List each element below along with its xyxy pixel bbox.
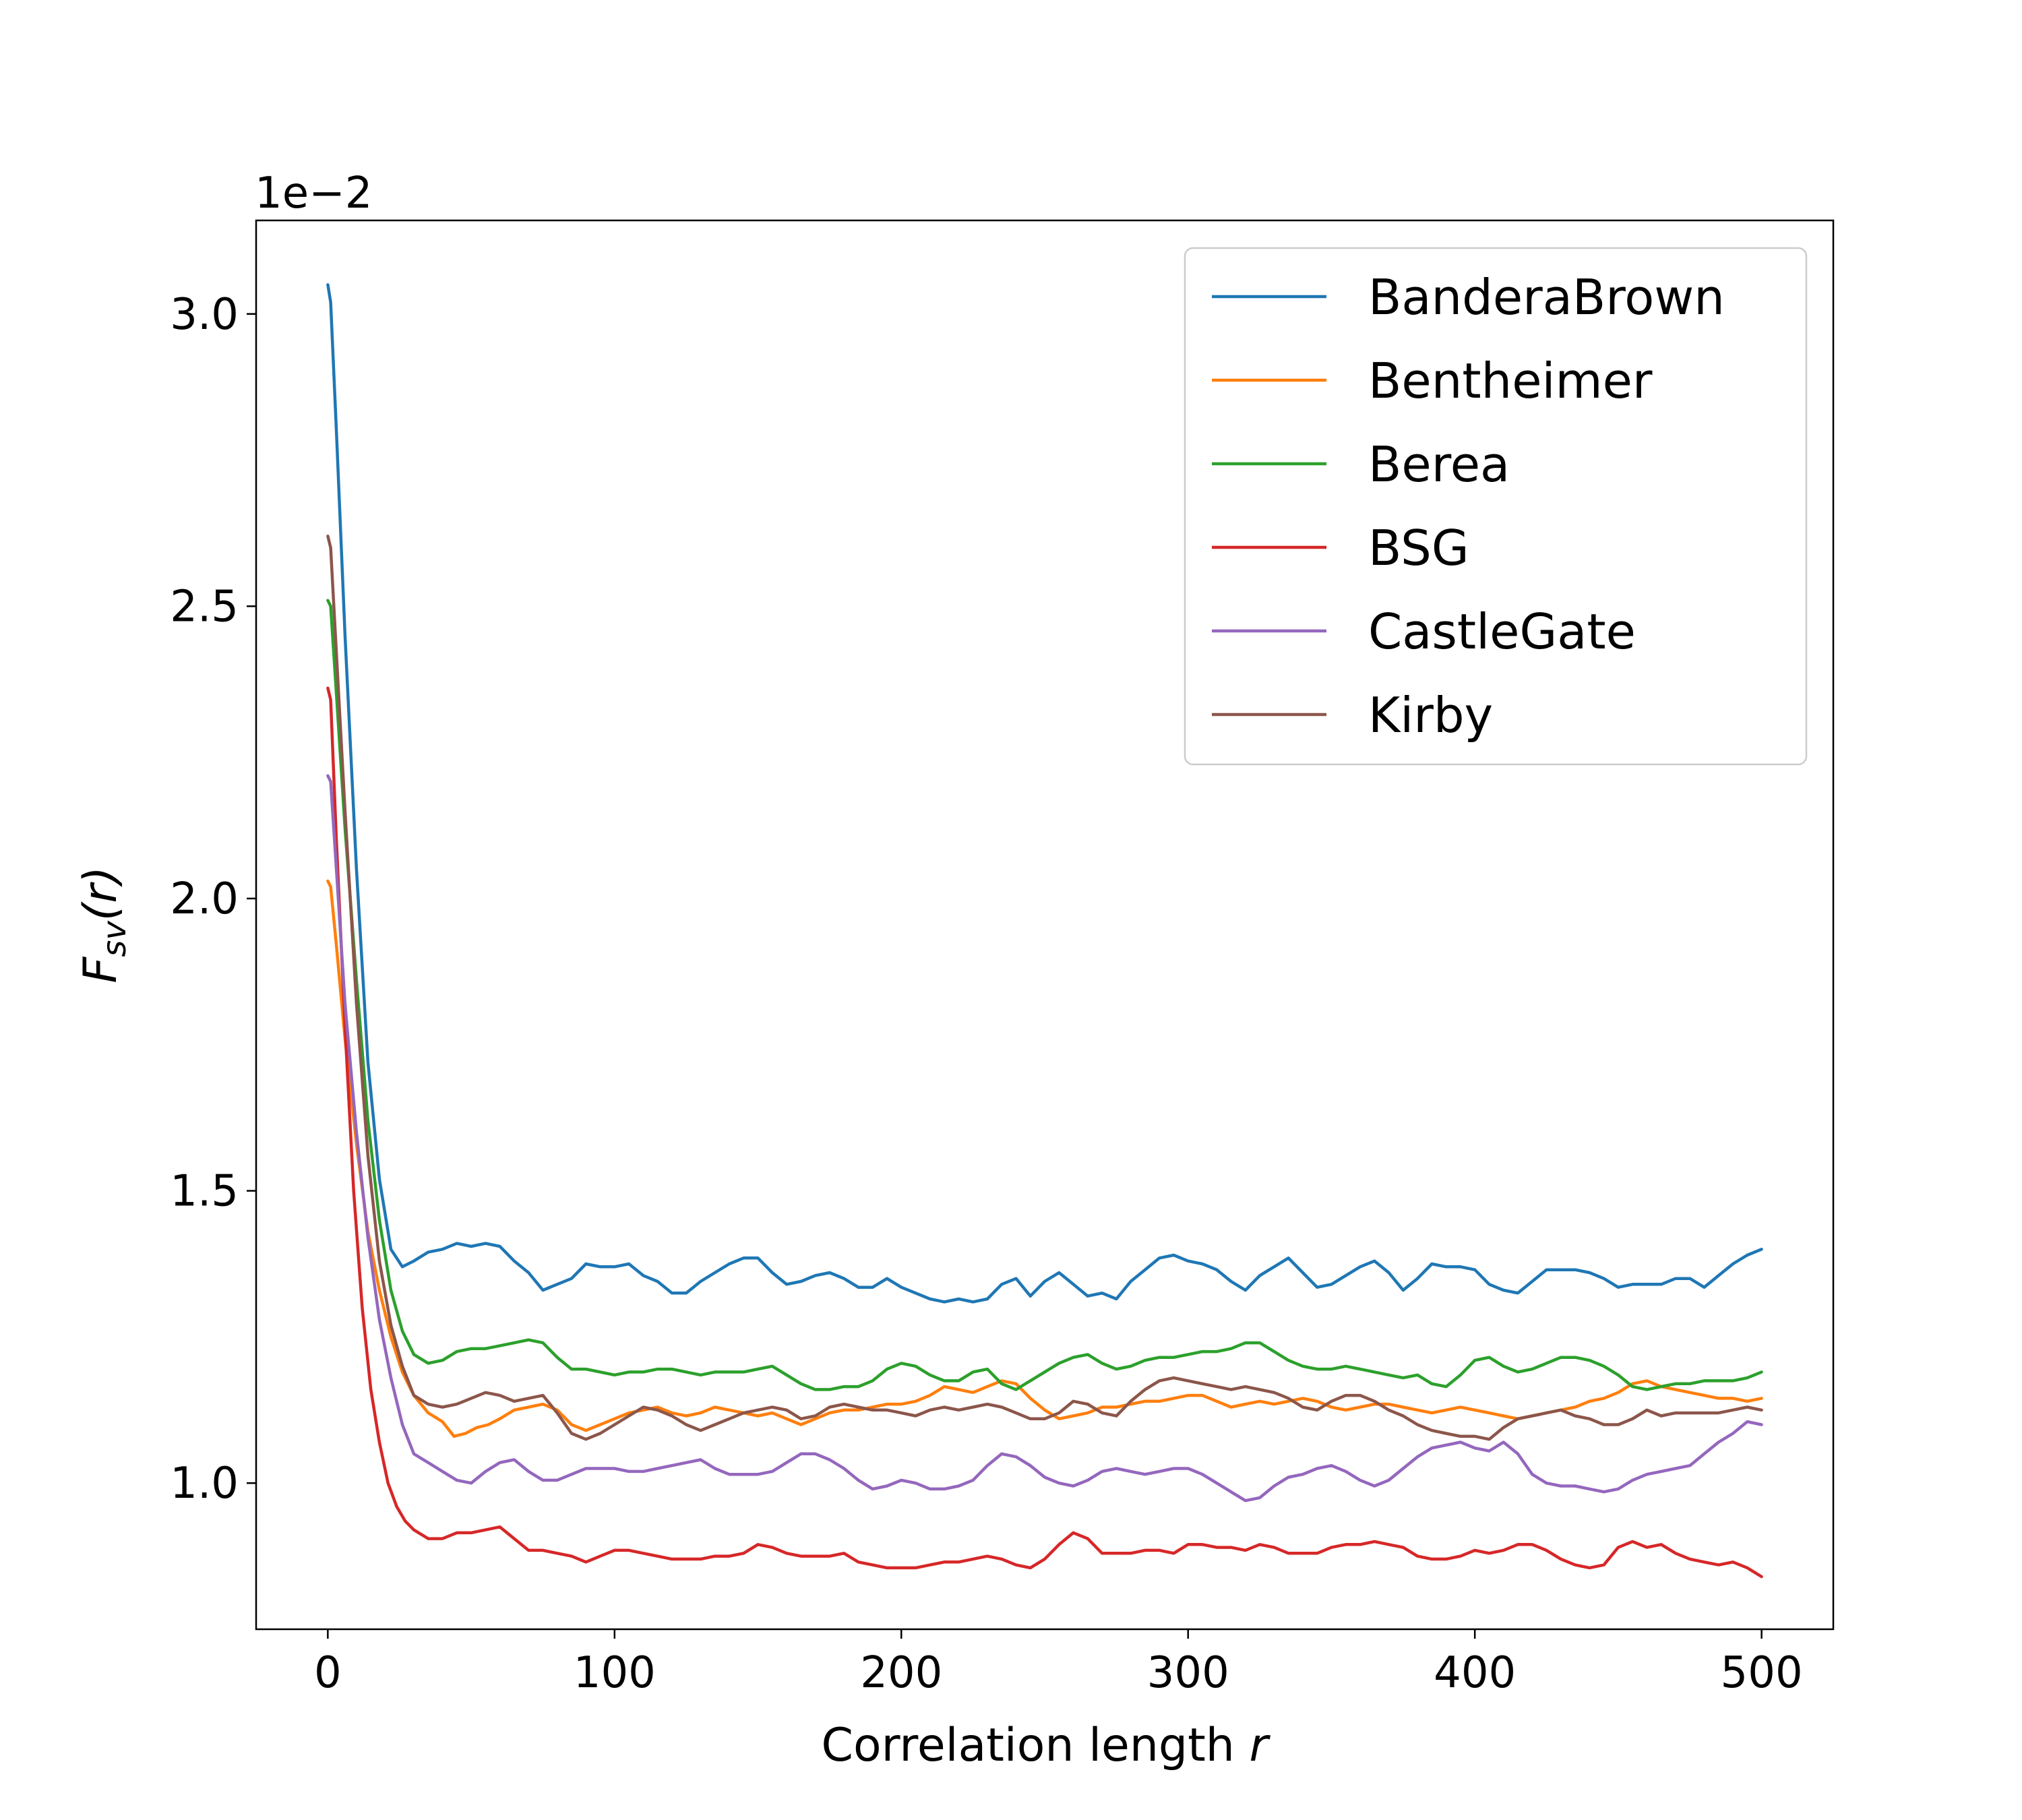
- x-tick-label: 100: [574, 1648, 656, 1698]
- x-tick-label: 400: [1434, 1648, 1516, 1698]
- series-line-castlegate: [326, 774, 1763, 1503]
- legend-items: BanderaBrown Bentheimer Berea BSG CastleGate…: [1212, 269, 1725, 744]
- series-lines: [326, 283, 1763, 1579]
- y-axis-title-text: Fsv(r): [74, 866, 133, 983]
- legend-label-castlegate: CastleGate: [1368, 603, 1636, 660]
- y-axis-offset-text: 1e−2: [255, 169, 372, 218]
- y-axis-title-argument: (r): [74, 866, 127, 921]
- x-tick-label: 300: [1147, 1648, 1229, 1698]
- legend-label-berea: Berea: [1368, 436, 1510, 493]
- series-line-bsg: [326, 686, 1763, 1579]
- y-tick-label: 2.5: [170, 582, 239, 632]
- legend-label-banderabrown: BanderaBrown: [1368, 269, 1725, 326]
- legend-label-bsg: BSG: [1368, 520, 1469, 576]
- x-axis-title: Correlation length r: [822, 1719, 1271, 1772]
- x-tick-label: 500: [1721, 1648, 1803, 1698]
- y-tick-label: 1.0: [170, 1459, 239, 1509]
- series-line-kirby: [326, 535, 1763, 1441]
- y-axis-ticks: 1.0 1.5 2.0 2.5 3.0: [170, 290, 256, 1509]
- y-axis-title: Fsv(r): [74, 866, 133, 983]
- x-tick-label: 200: [860, 1648, 942, 1698]
- legend-box: [1184, 247, 1808, 766]
- x-axis-ticks: 0 100 200 300 400 500: [314, 1629, 1803, 1698]
- x-axis-title-text: Correlation length: [822, 1719, 1250, 1772]
- y-tick-label: 1.5: [170, 1167, 239, 1217]
- legend-label-bentheimer: Bentheimer: [1368, 353, 1653, 409]
- y-tick-label: 2.0: [170, 874, 239, 924]
- legend-label-kirby: Kirby: [1368, 687, 1493, 744]
- series-line-berea: [326, 599, 1763, 1391]
- legend: BanderaBrown Bentheimer Berea BSG CastleGate…: [1184, 247, 1808, 766]
- x-axis-title-variable: r: [1249, 1719, 1270, 1772]
- y-axis-title-main: F: [74, 957, 127, 983]
- x-tick-label: 0: [314, 1648, 342, 1698]
- series-line-banderabrown: [326, 283, 1763, 1304]
- y-tick-label: 3.0: [170, 290, 239, 340]
- series-line-bentheimer: [326, 879, 1763, 1438]
- y-axis-title-subscript: sv: [96, 921, 133, 957]
